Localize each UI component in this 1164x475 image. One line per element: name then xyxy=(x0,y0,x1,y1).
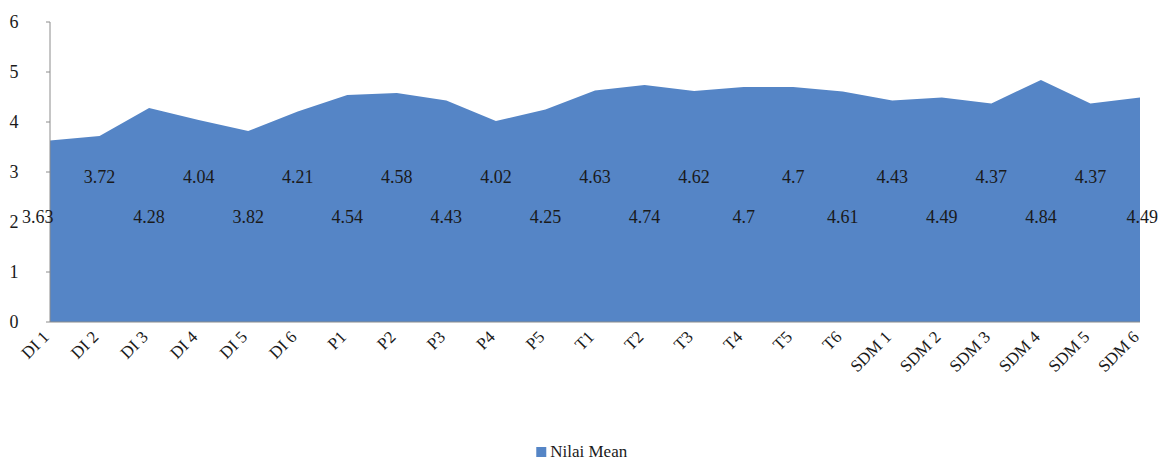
y-tick-label: 2 xyxy=(10,212,19,232)
y-tick xyxy=(46,322,50,323)
data-label: 4.49 xyxy=(1127,207,1159,227)
x-tick-label: SDM 1 xyxy=(847,327,896,376)
x-tick-label: T3 xyxy=(670,327,697,354)
x-tick-label: P1 xyxy=(324,327,350,353)
y-tick-label: 5 xyxy=(10,62,19,82)
chart: 0 1 2 3 4 5 6 DI 1 DI 2 DI 3 DI 4 DI 5 DI 6 P1 P2 P3 P4 P… xyxy=(0,0,1164,475)
data-label: 3.63 xyxy=(22,207,54,227)
data-label: 4.37 xyxy=(1075,167,1107,187)
y-tick xyxy=(46,272,50,273)
x-tick-label: T2 xyxy=(621,327,648,354)
y-tick-label: 1 xyxy=(10,262,19,282)
data-label: 3.72 xyxy=(84,167,116,187)
data-label: 4.7 xyxy=(732,207,755,227)
x-tick-label: T5 xyxy=(769,327,796,354)
data-label: 4.02 xyxy=(480,167,512,187)
data-label: 4.28 xyxy=(133,207,165,227)
legend-label: Nilai Mean xyxy=(550,442,627,461)
x-tick-label: P3 xyxy=(423,327,449,353)
y-tick-label: 6 xyxy=(10,12,19,32)
x-tick-label: SDM 2 xyxy=(896,327,945,376)
data-label: 4.43 xyxy=(877,167,909,187)
data-label: 4.37 xyxy=(976,167,1008,187)
data-label: 4.54 xyxy=(332,207,364,227)
data-label: 4.62 xyxy=(678,167,710,187)
y-tick xyxy=(46,172,50,173)
data-label: 4.21 xyxy=(282,167,314,187)
data-label: 4.63 xyxy=(579,167,611,187)
legend: Nilai Mean xyxy=(536,442,627,461)
area xyxy=(50,80,1140,322)
x-tick-label: P2 xyxy=(374,327,400,353)
data-label: 4.7 xyxy=(782,167,805,187)
plot-area xyxy=(50,80,1140,322)
y-tick-label: 4 xyxy=(10,112,19,132)
x-tick-label: SDM 3 xyxy=(946,327,995,376)
x-tick-label: DI 2 xyxy=(67,327,102,362)
y-tick-label: 0 xyxy=(10,312,19,332)
y-tick xyxy=(46,22,50,23)
x-axis xyxy=(50,322,1140,323)
x-tick-label: DI 3 xyxy=(117,327,152,362)
data-label: 4.49 xyxy=(926,207,958,227)
y-tick xyxy=(46,122,50,123)
x-tick-label: DI 5 xyxy=(216,327,251,362)
x-tick-label: T1 xyxy=(571,327,598,354)
x-tick-label: SDM 6 xyxy=(1094,327,1143,376)
x-tick-label: P4 xyxy=(473,327,499,353)
data-label: 4.74 xyxy=(629,207,661,227)
x-tick-label: T6 xyxy=(819,327,846,354)
data-label: 4.25 xyxy=(530,207,562,227)
y-tick-label: 3 xyxy=(10,162,19,182)
x-tick-label: P5 xyxy=(522,327,548,353)
x-tick-label: DI 6 xyxy=(265,327,300,362)
x-tick-label: T4 xyxy=(720,327,747,354)
data-label: 4.43 xyxy=(431,207,463,227)
data-label: 4.61 xyxy=(827,207,859,227)
y-tick xyxy=(46,72,50,73)
x-tick-label: SDM 4 xyxy=(995,327,1044,376)
data-label: 3.82 xyxy=(232,207,264,227)
x-tick-label: DI 1 xyxy=(18,327,53,362)
data-label: 4.04 xyxy=(183,167,215,187)
legend-swatch xyxy=(536,447,546,457)
data-label: 4.84 xyxy=(1025,207,1057,227)
x-tick-label: SDM 5 xyxy=(1045,327,1094,376)
x-tick-label: DI 4 xyxy=(166,327,201,362)
data-label: 4.58 xyxy=(381,167,413,187)
